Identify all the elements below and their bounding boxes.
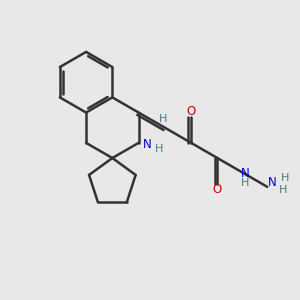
Text: N: N: [142, 138, 151, 151]
Text: H: H: [281, 173, 289, 183]
Text: H: H: [279, 185, 287, 195]
Text: H: H: [159, 114, 168, 124]
Text: N: N: [241, 167, 250, 180]
Text: O: O: [187, 105, 196, 118]
Text: O: O: [213, 183, 222, 196]
Text: H: H: [241, 178, 249, 188]
Text: N: N: [268, 176, 277, 189]
Text: H: H: [155, 144, 164, 154]
